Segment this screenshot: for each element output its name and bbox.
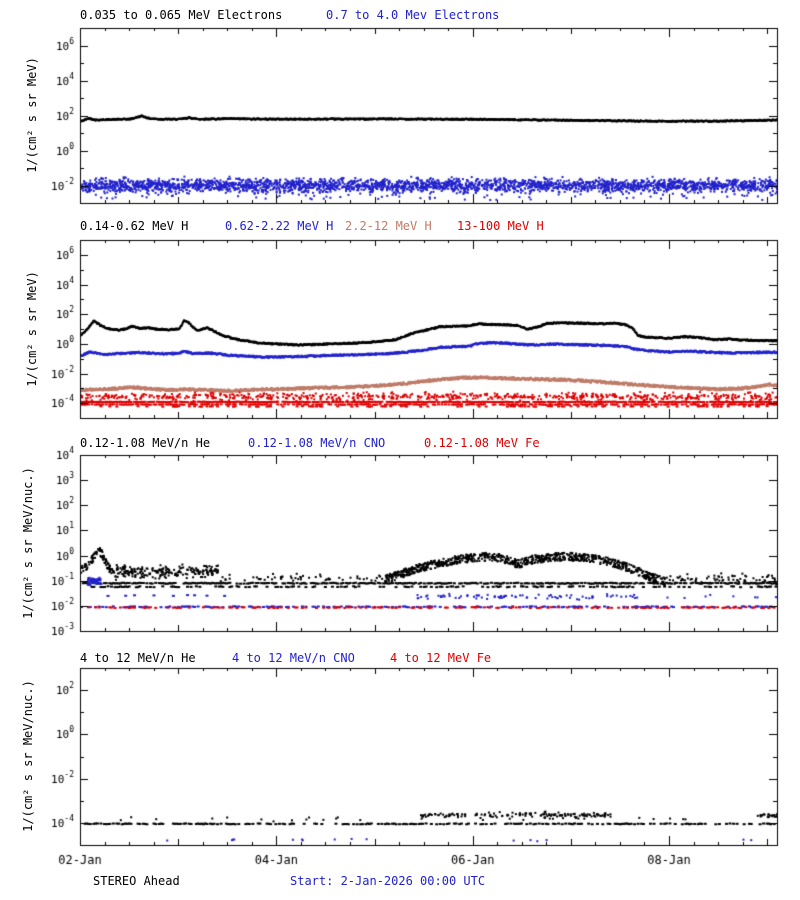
- series-label-p4-fe: 4 to 12 MeV Fe: [390, 651, 492, 665]
- series-label-p2-h4: 13-100 MeV H: [457, 219, 544, 233]
- ylabel-panel1: 1/(cm² s sr MeV): [25, 57, 39, 173]
- series-label-p3-fe: 0.12-1.08 MeV Fe: [424, 436, 540, 450]
- series-label-p2-h2: 0.62-2.22 MeV H: [225, 219, 334, 233]
- spacecraft-label: STEREO Ahead: [93, 874, 180, 888]
- ylabel-panel2: 1/(cm² s sr MeV): [25, 271, 39, 387]
- start-time-label: Start: 2-Jan-2026 00:00 UTC: [290, 874, 486, 888]
- series-label-p3-cno: 0.12-1.08 MeV/n CNO: [248, 436, 386, 450]
- series-label-p3-he: 0.12-1.08 MeV/n He: [80, 436, 211, 450]
- series-label-p1-electrons-high: 0.7 to 4.0 Mev Electrons: [326, 8, 500, 22]
- series-label-p2-h3: 2.2-12 MeV H: [345, 219, 432, 233]
- series-label-p4-he: 4 to 12 MeV/n He: [80, 651, 196, 665]
- series-label-p2-h1: 0.14-0.62 MeV H: [80, 219, 189, 233]
- ylabel-panel4: 1/(cm² s sr MeV/nuc.): [21, 680, 35, 832]
- series-label-p1-electrons-low: 0.035 to 0.065 MeV Electrons: [80, 8, 283, 22]
- series-label-p4-cno: 4 to 12 MeV/n CNO: [232, 651, 355, 665]
- ylabel-panel3: 1/(cm² s sr MeV/nuc.): [21, 467, 35, 619]
